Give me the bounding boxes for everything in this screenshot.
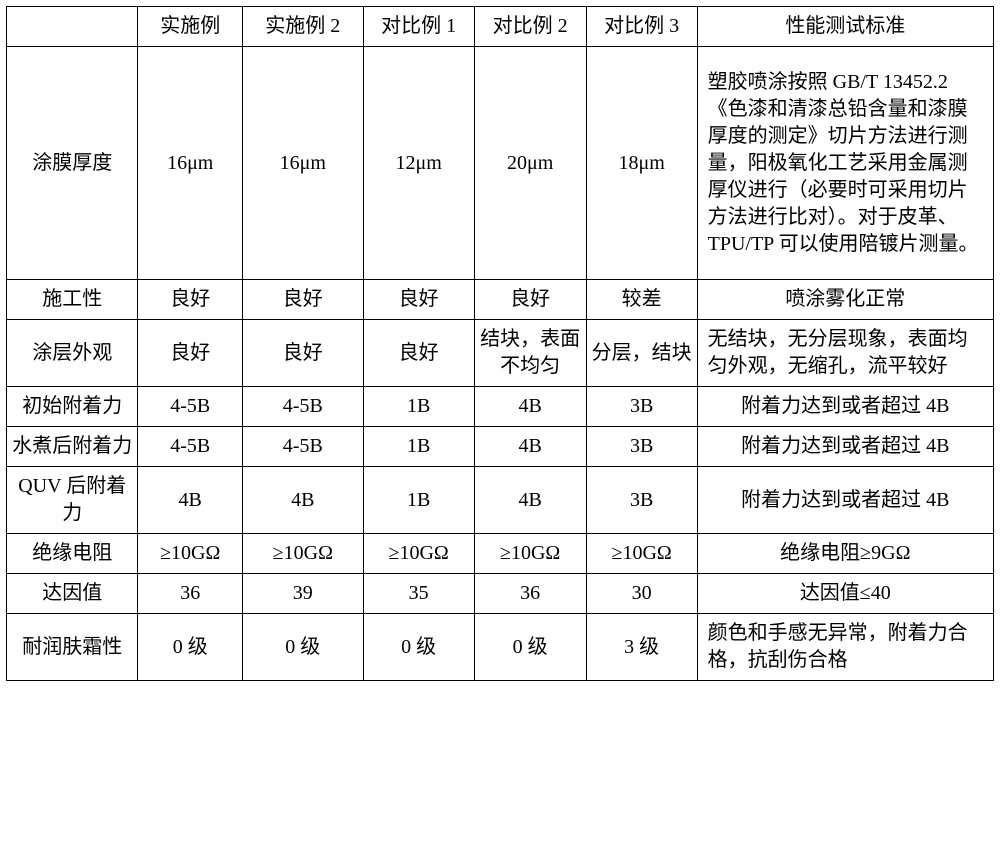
cell: 20μm [474, 47, 586, 280]
col-header-blank [7, 7, 138, 47]
col-header-compare3: 对比例 3 [586, 7, 697, 47]
standard-cell: 附着力达到或者超过 4B [697, 387, 993, 427]
cell: 4-5B [242, 387, 363, 427]
col-header-example2: 实施例 2 [242, 7, 363, 47]
cell: ≥10GΩ [242, 534, 363, 574]
standard-cell: 喷涂雾化正常 [697, 280, 993, 320]
cell: 良好 [138, 280, 243, 320]
table-header-row: 实施例 实施例 2 对比例 1 对比例 2 对比例 3 性能测试标准 [7, 7, 994, 47]
cell: 18μm [586, 47, 697, 280]
table-row: 涂膜厚度 16μm 16μm 12μm 20μm 18μm 塑胶喷涂按照 GB/… [7, 47, 994, 280]
cell: 分层，结块 [586, 320, 697, 387]
cell: ≥10GΩ [474, 534, 586, 574]
cell: 良好 [363, 280, 474, 320]
row-label: 涂层外观 [7, 320, 138, 387]
cell: 3 级 [586, 614, 697, 681]
col-header-example1: 实施例 [138, 7, 243, 47]
cell: 4-5B [138, 387, 243, 427]
table-row: 施工性 良好 良好 良好 良好 较差 喷涂雾化正常 [7, 280, 994, 320]
cell: 良好 [138, 320, 243, 387]
standard-cell: 达因值≤40 [697, 574, 993, 614]
cell: 39 [242, 574, 363, 614]
cell: 1B [363, 387, 474, 427]
cell: 4B [138, 467, 243, 534]
cell: 30 [586, 574, 697, 614]
col-header-compare1: 对比例 1 [363, 7, 474, 47]
cell: 3B [586, 427, 697, 467]
row-label: 涂膜厚度 [7, 47, 138, 280]
standard-cell: 附着力达到或者超过 4B [697, 427, 993, 467]
cell: 良好 [242, 320, 363, 387]
cell: 4B [474, 467, 586, 534]
cell: 12μm [363, 47, 474, 280]
cell: 4B [474, 387, 586, 427]
cell: ≥10GΩ [138, 534, 243, 574]
standard-cell: 无结块，无分层现象，表面均匀外观，无缩孔，流平较好 [697, 320, 993, 387]
col-header-standard: 性能测试标准 [697, 7, 993, 47]
col-header-compare2: 对比例 2 [474, 7, 586, 47]
spec-table: 实施例 实施例 2 对比例 1 对比例 2 对比例 3 性能测试标准 涂膜厚度 … [6, 6, 994, 681]
cell: 良好 [242, 280, 363, 320]
row-label: 达因值 [7, 574, 138, 614]
cell: 1B [363, 467, 474, 534]
standard-cell: 塑胶喷涂按照 GB/T 13452.2 《色漆和清漆总铅含量和漆膜厚度的测定》切… [697, 47, 993, 280]
table-row: QUV 后附着力 4B 4B 1B 4B 3B 附着力达到或者超过 4B [7, 467, 994, 534]
cell: 36 [474, 574, 586, 614]
cell: 结块，表面不均匀 [474, 320, 586, 387]
cell: 0 级 [363, 614, 474, 681]
cell: 16μm [242, 47, 363, 280]
cell: 3B [586, 387, 697, 427]
cell: 4B [474, 427, 586, 467]
table-row: 涂层外观 良好 良好 良好 结块，表面不均匀 分层，结块 无结块，无分层现象，表… [7, 320, 994, 387]
cell: 4-5B [242, 427, 363, 467]
standard-cell: 绝缘电阻≥9GΩ [697, 534, 993, 574]
row-label: QUV 后附着力 [7, 467, 138, 534]
table-row: 耐润肤霜性 0 级 0 级 0 级 0 级 3 级 颜色和手感无异常，附着力合格… [7, 614, 994, 681]
table-row: 初始附着力 4-5B 4-5B 1B 4B 3B 附着力达到或者超过 4B [7, 387, 994, 427]
cell: ≥10GΩ [586, 534, 697, 574]
cell: 3B [586, 467, 697, 534]
cell: 35 [363, 574, 474, 614]
cell: 4-5B [138, 427, 243, 467]
cell: 36 [138, 574, 243, 614]
cell: 0 级 [242, 614, 363, 681]
cell: 良好 [474, 280, 586, 320]
standard-cell: 颜色和手感无异常，附着力合格，抗刮伤合格 [697, 614, 993, 681]
table-row: 绝缘电阻 ≥10GΩ ≥10GΩ ≥10GΩ ≥10GΩ ≥10GΩ 绝缘电阻≥… [7, 534, 994, 574]
row-label: 耐润肤霜性 [7, 614, 138, 681]
row-label: 施工性 [7, 280, 138, 320]
cell: 较差 [586, 280, 697, 320]
row-label: 绝缘电阻 [7, 534, 138, 574]
cell: ≥10GΩ [363, 534, 474, 574]
table-row: 达因值 36 39 35 36 30 达因值≤40 [7, 574, 994, 614]
table-row: 水煮后附着力 4-5B 4-5B 1B 4B 3B 附着力达到或者超过 4B [7, 427, 994, 467]
cell: 良好 [363, 320, 474, 387]
cell: 16μm [138, 47, 243, 280]
standard-cell: 附着力达到或者超过 4B [697, 467, 993, 534]
cell: 4B [242, 467, 363, 534]
row-label: 初始附着力 [7, 387, 138, 427]
cell: 0 级 [474, 614, 586, 681]
row-label: 水煮后附着力 [7, 427, 138, 467]
cell: 0 级 [138, 614, 243, 681]
cell: 1B [363, 427, 474, 467]
